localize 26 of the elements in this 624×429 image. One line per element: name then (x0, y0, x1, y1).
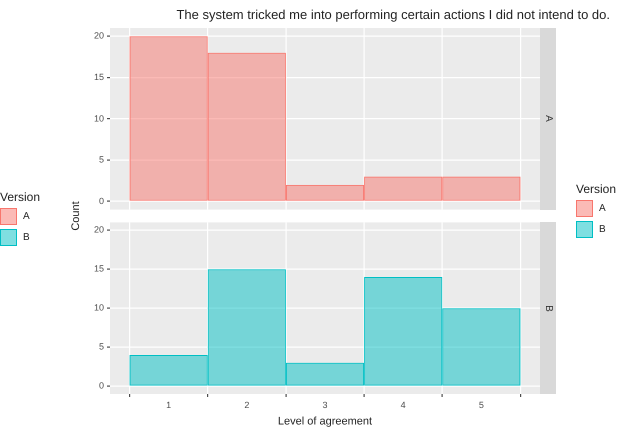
legend-title: Version (576, 182, 616, 196)
y-tick-label: 20 (94, 30, 104, 41)
y-tick-label: 10 (94, 302, 104, 313)
y-tick-label: 0 (98, 196, 104, 206)
x-tick-label: 5 (478, 400, 484, 410)
chart-title: The system tricked me into performing certain actions I did not intend to do. (176, 7, 610, 22)
x-tick-label: 1 (166, 400, 172, 410)
text: B (542, 304, 554, 312)
y-tick-label: 0 (98, 380, 104, 391)
text: B (23, 232, 30, 243)
x-tick-label: 2 (244, 400, 250, 410)
text: A (542, 115, 554, 122)
y-tick-label: 15 (94, 264, 104, 274)
y-axis-title: Count (70, 200, 82, 230)
x-tick-label: 4 (400, 400, 406, 410)
y-tick-label: 15 (94, 72, 104, 82)
y-tick-label: 5 (98, 342, 104, 352)
x-tick-label: 3 (322, 400, 328, 410)
y-tick-label: 20 (94, 224, 104, 235)
legend-title: Version (0, 190, 40, 204)
legend-label: B (599, 224, 606, 235)
y-tick-label: 5 (98, 154, 104, 165)
text: A (599, 203, 606, 214)
x-axis-title: Level of agreement (278, 415, 372, 428)
y-tick-label: 10 (94, 113, 104, 124)
legend-label: A (23, 211, 30, 222)
